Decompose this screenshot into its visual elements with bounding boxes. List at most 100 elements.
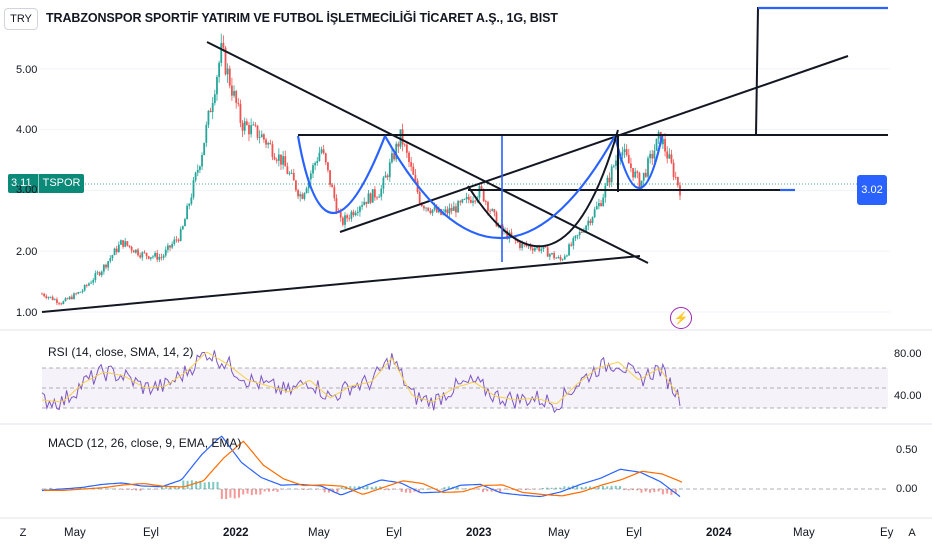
- y-tick-label: 5.00: [16, 64, 38, 76]
- candle-body: [120, 240, 122, 245]
- macd-histogram-bar: [567, 486, 570, 489]
- macd-histogram-bar: [41, 489, 43, 490]
- macd-histogram-bar: [259, 489, 262, 495]
- candle-body: [566, 255, 568, 257]
- candle-body: [527, 245, 530, 247]
- candle-body: [555, 257, 558, 259]
- candle-body: [587, 220, 590, 226]
- candle-body: [474, 200, 477, 202]
- candle-body: [117, 244, 120, 253]
- candle-body: [149, 257, 152, 259]
- candle-body: [593, 209, 596, 218]
- candle-body: [235, 91, 238, 103]
- time-axis-label: May: [548, 527, 570, 539]
- flash-icon[interactable]: ⚡: [670, 307, 692, 329]
- candle-body: [250, 125, 253, 135]
- candle-body: [290, 172, 293, 174]
- candle-body: [551, 253, 553, 255]
- time-axis-label: May: [793, 527, 815, 539]
- candle-body: [282, 156, 285, 165]
- macd-histogram-bar: [139, 489, 142, 491]
- macd-histogram-bar: [392, 489, 395, 490]
- candle-body: [546, 247, 549, 257]
- macd-histogram-bar: [490, 489, 493, 492]
- macd-histogram-bar: [199, 480, 202, 489]
- candle-body: [188, 203, 191, 206]
- candle-body: [478, 186, 481, 198]
- macd-histogram-bar: [49, 487, 52, 489]
- candle-body: [301, 194, 304, 199]
- candle-body: [367, 193, 370, 204]
- candle-body: [102, 264, 105, 272]
- macd-histogram-bar: [606, 486, 609, 489]
- candle-body: [143, 252, 146, 254]
- symbol-label: TSPOR: [37, 174, 81, 193]
- candle-body: [542, 246, 545, 249]
- candle-body: [324, 153, 327, 163]
- candle-body: [79, 291, 82, 293]
- macd-histogram-bar: [250, 489, 253, 496]
- candle-body: [128, 245, 131, 247]
- candle-body: [574, 235, 577, 239]
- macd-histogram-bar: [649, 489, 652, 493]
- currency-selector[interactable]: TRY: [4, 8, 38, 30]
- rsi-axis-label: 40.00: [894, 390, 922, 402]
- candle-body: [175, 239, 178, 241]
- candle-body: [124, 241, 127, 247]
- macd-histogram-bar: [118, 489, 121, 490]
- candle-body: [203, 142, 206, 156]
- rsi-axis-label: 80.00: [894, 348, 922, 360]
- candle-body: [393, 153, 395, 160]
- candle-body: [401, 129, 404, 145]
- candle-body: [591, 217, 594, 223]
- candle-body: [233, 91, 235, 96]
- y-tick-label: 2.00: [16, 246, 38, 258]
- macd-histogram-bar: [79, 487, 82, 489]
- candle-body: [70, 296, 73, 300]
- candle-body: [346, 215, 349, 219]
- rsi-label: RSI (14, close, SMA, 14, 2): [48, 345, 194, 359]
- macd-histogram-bar: [203, 482, 206, 489]
- macd-histogram-bar: [422, 488, 425, 490]
- auto-scale-button[interactable]: A: [908, 527, 916, 539]
- candle-body: [642, 172, 645, 181]
- candle-body: [365, 201, 368, 204]
- macd-histogram-bar: [169, 486, 172, 489]
- candle-body: [171, 243, 174, 248]
- macd-histogram-bar: [640, 489, 643, 493]
- macd-histogram-bar: [417, 489, 420, 493]
- macd-histogram-bar: [319, 489, 322, 490]
- candle-body: [162, 255, 165, 258]
- candle-body: [231, 85, 233, 96]
- candle-body: [363, 201, 366, 206]
- macd-histogram-bar: [379, 486, 382, 489]
- candle-body: [388, 162, 391, 178]
- candle-body: [602, 197, 605, 207]
- macd-histogram-bar: [580, 486, 583, 489]
- macd-histogram-bar: [83, 487, 86, 489]
- candle-body: [662, 139, 664, 145]
- candle-body: [412, 166, 415, 175]
- candle-body: [239, 103, 242, 124]
- macd-histogram-bar: [674, 489, 677, 495]
- macd-histogram-bar: [657, 489, 660, 492]
- timezone-button[interactable]: Z: [19, 527, 27, 539]
- candle-body: [173, 239, 176, 244]
- macd-label: MACD (12, 26, close, 9, EMA, EMA): [48, 436, 242, 450]
- candle-body: [316, 160, 319, 163]
- macd-line: [41, 435, 681, 498]
- macd-histogram-bar: [426, 488, 429, 490]
- macd-histogram-bar: [310, 488, 313, 490]
- candle-body: [625, 149, 628, 156]
- macd-histogram-bar: [614, 485, 617, 489]
- candle-body: [145, 252, 148, 257]
- y-tick-label: 1.00: [16, 307, 38, 319]
- macd-signal-line: [44, 440, 683, 497]
- macd-histogram-bar: [533, 489, 536, 490]
- candle-body: [510, 232, 513, 237]
- macd-histogram-bar: [315, 489, 318, 490]
- macd-histogram-bar: [430, 488, 433, 490]
- candle-body: [408, 152, 410, 163]
- candle-body: [156, 252, 159, 260]
